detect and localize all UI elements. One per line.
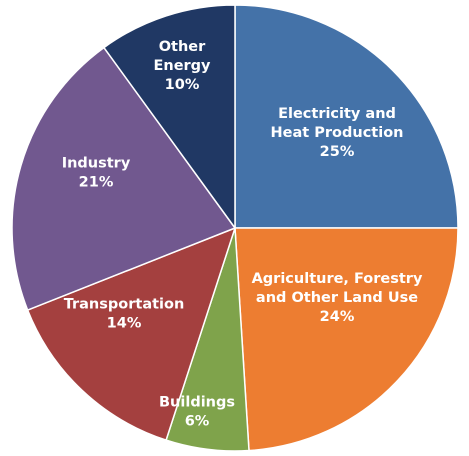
pie-slices	[11, 4, 459, 452]
slice-value-label-5: 10%	[165, 77, 200, 93]
slice-category-label-5-line-1: Energy	[153, 58, 211, 74]
slice-value-label-4: 21%	[79, 175, 114, 191]
slice-category-label-1-line-0: Agriculture, Forestry	[252, 271, 423, 287]
slice-value-label-2: 6%	[185, 414, 210, 430]
slice-category-label-0-line-1: Heat Production	[271, 125, 404, 141]
pie-slice-1	[234, 227, 459, 452]
slice-value-label-0: 25%	[320, 144, 355, 160]
slice-category-label-2-line-0: Buildings	[159, 395, 235, 411]
pie-slice-5	[103, 4, 236, 229]
slice-value-label-3: 14%	[107, 316, 142, 332]
pie-slice-3	[26, 227, 236, 441]
slice-category-label-0-line-0: Electricity and	[278, 106, 396, 122]
pie-slice-0	[234, 4, 459, 229]
slice-value-label-1: 24%	[320, 309, 355, 325]
slice-category-label-4-line-0: Industry	[62, 156, 131, 172]
slice-category-label-5-line-0: Other	[159, 39, 206, 55]
slice-category-label-1-line-1: and Other Land Use	[256, 290, 418, 306]
slice-category-label-3-line-0: Transportation	[64, 297, 185, 313]
pie-labels: Electricity and Heat Production 25% Agricul…	[62, 39, 423, 430]
pie-slice-4	[11, 46, 236, 311]
